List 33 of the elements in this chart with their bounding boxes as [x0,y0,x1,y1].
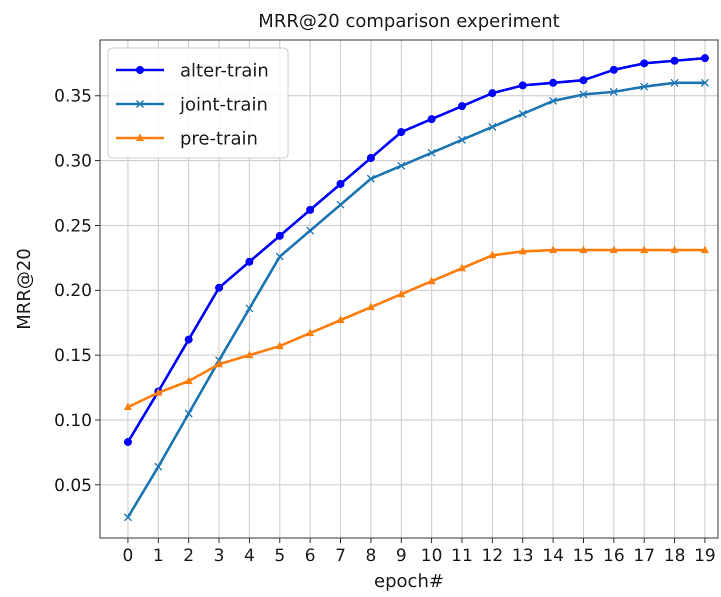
y-tick-label: 0.30 [54,152,92,172]
x-tick-label: 14 [542,546,564,566]
y-tick-label: 0.35 [54,86,92,107]
x-tick-label: 7 [335,546,346,566]
y-tick-label: 0.10 [54,410,92,431]
x-tick-label: 13 [512,546,534,566]
x-tick-label: 19 [694,546,716,566]
y-axis-title: MRR@20 [14,248,35,330]
x-tick-label: 15 [572,546,594,566]
x-tick-label: 12 [482,546,504,566]
x-tick-label: 8 [365,546,376,566]
legend-label: joint-train [179,94,268,116]
x-tick-label: 16 [603,546,625,566]
x-axis-title: epoch# [374,571,444,592]
y-tick-label: 0.25 [54,216,92,236]
y-tick-label: 0.20 [54,281,92,302]
x-tick-label: 10 [420,546,442,566]
x-tick-label: 18 [664,546,686,566]
x-tick-label: 4 [244,546,255,566]
x-tick-label: 5 [274,546,286,566]
x-tick-label: 0 [122,546,134,566]
x-tick-label: 17 [633,546,656,566]
legend-label: alter-train [180,60,269,82]
y-tick-label: 0.05 [54,476,92,496]
x-tick-label: 3 [214,546,224,566]
legend-label: pre-train [180,128,258,150]
x-tick-label: 9 [396,546,407,566]
x-tick-label: 2 [183,546,194,566]
x-tick-label: 1 [152,546,164,566]
y-tick-label: 0.15 [54,346,92,366]
x-tick-label: 6 [304,546,316,566]
x-tick-label: 11 [451,546,473,566]
chart-title: MRR@20 comparison experiment [258,11,560,32]
